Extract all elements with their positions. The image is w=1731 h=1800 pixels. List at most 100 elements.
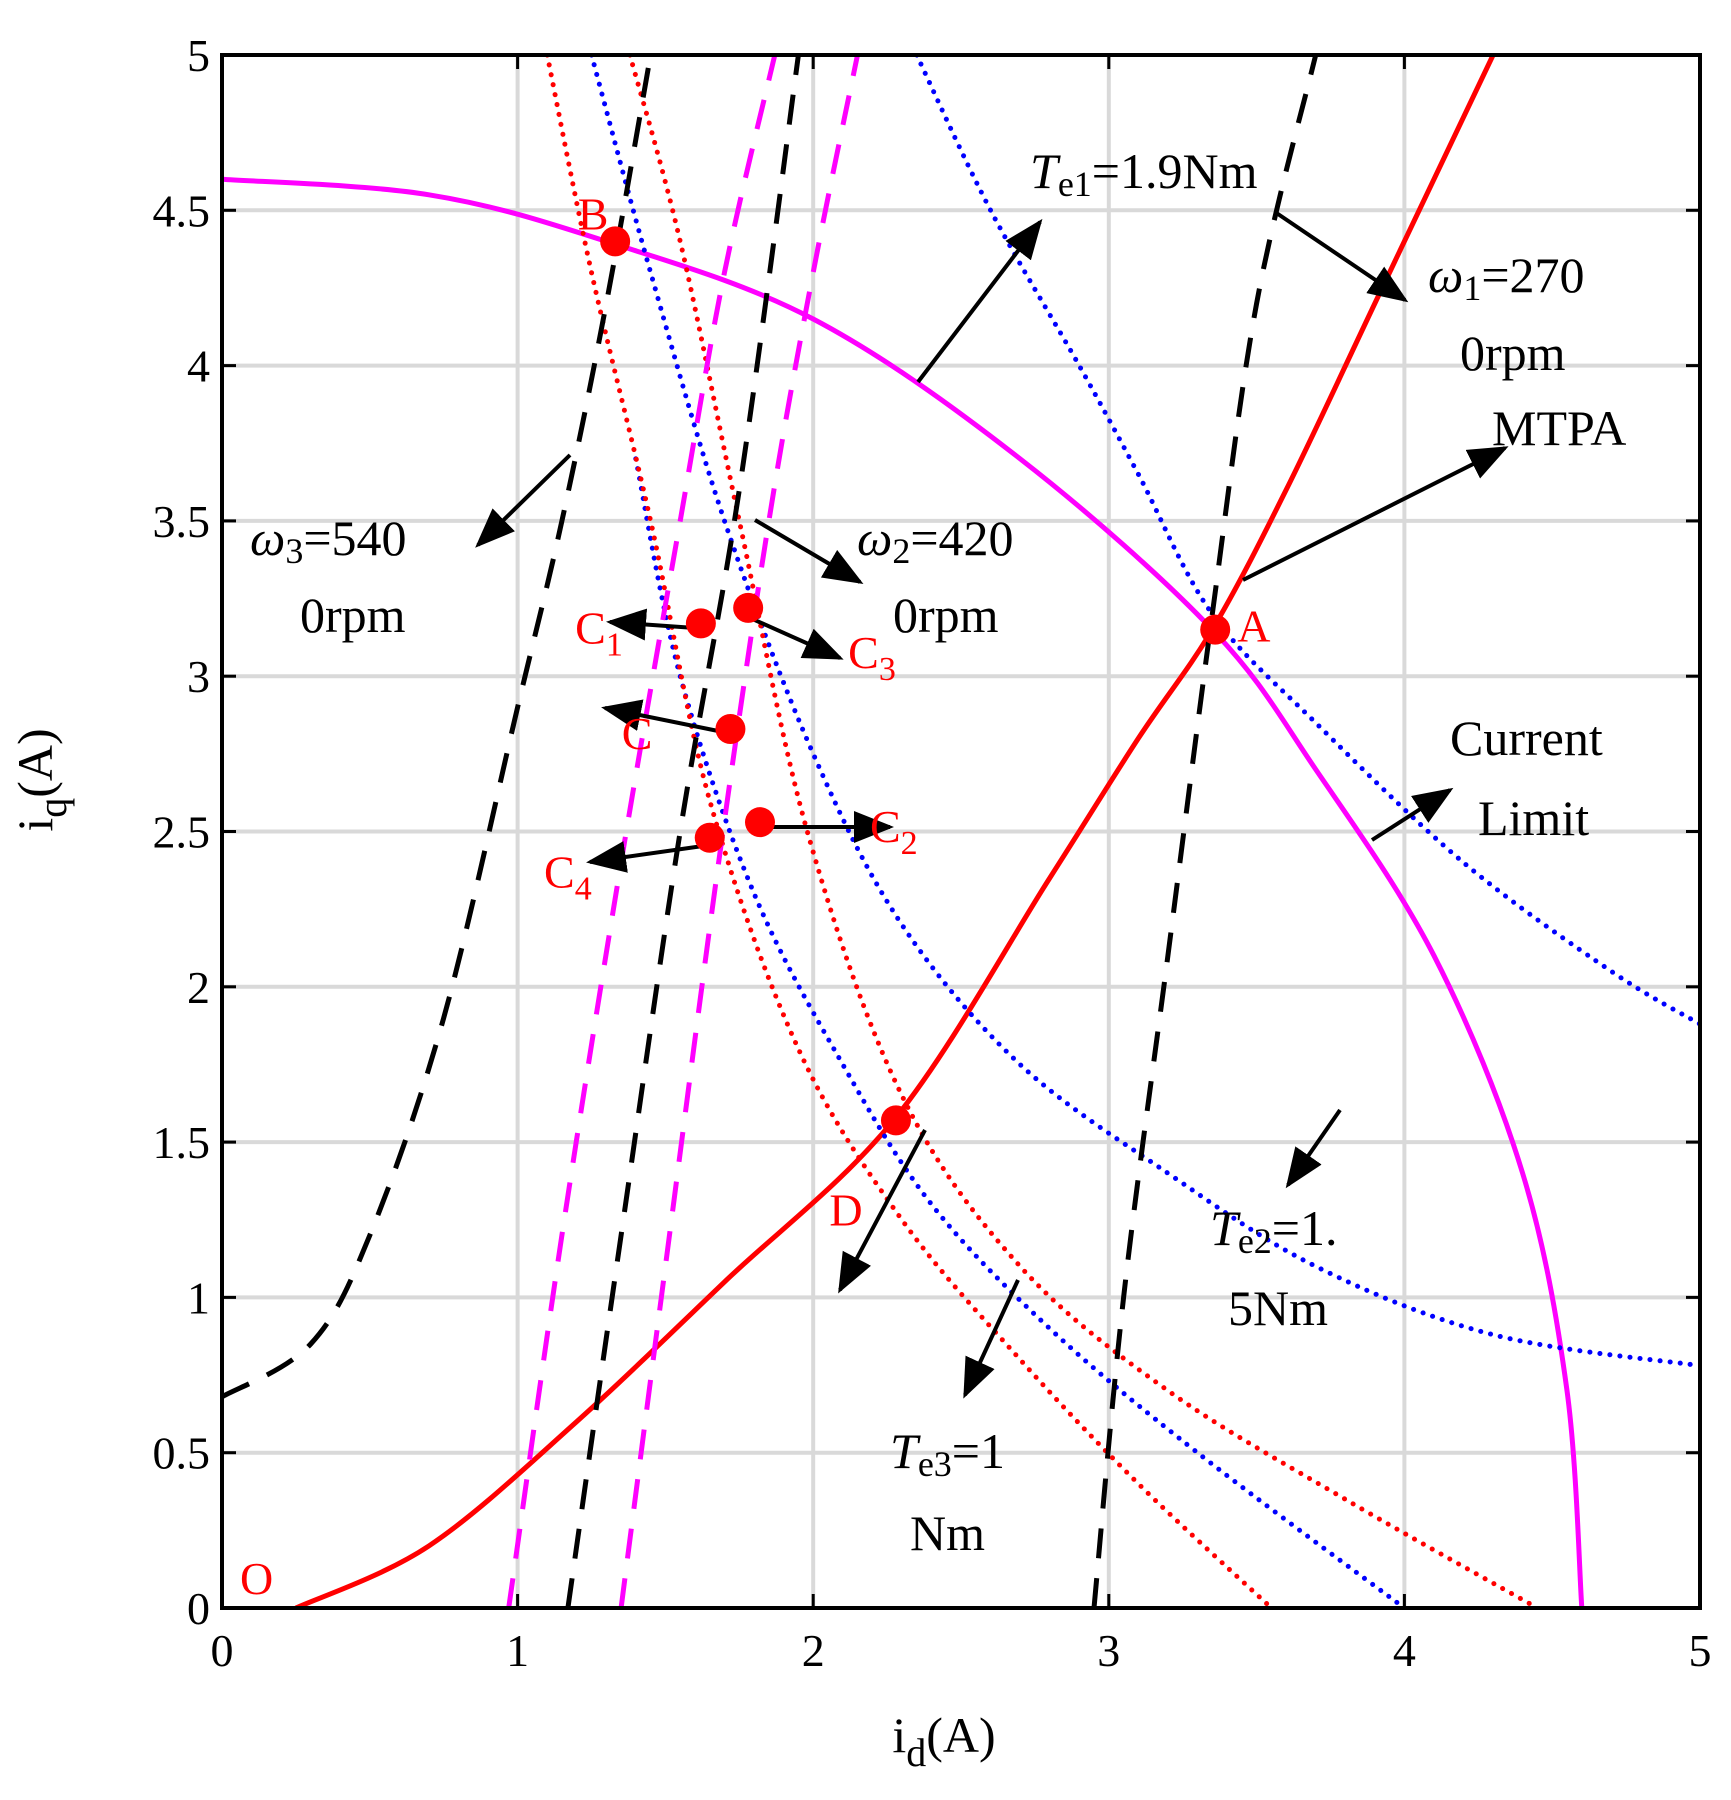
annotation-w3-rest: =540: [303, 510, 406, 566]
x-axis-label-rest: (A): [926, 1707, 995, 1763]
point-label-c1: C1: [575, 602, 623, 663]
y-tick-label: 0.5: [153, 1428, 211, 1479]
x-tick-label: 1: [506, 1625, 529, 1676]
point-label-d: D: [829, 1184, 862, 1235]
annotation-w2: ω2=420: [857, 510, 1014, 571]
point-c1: [685, 608, 716, 639]
series-c3-torque: [627, 55, 1540, 1608]
annotation-arrow: [753, 518, 864, 585]
y-tick-label: 2.5: [153, 807, 211, 858]
y-axis-label-rest: (A): [7, 728, 63, 797]
point-c2: [744, 807, 775, 838]
series-speed-magenta-1: [506, 55, 778, 1608]
annotation-te3-rest: =1: [952, 1423, 1005, 1479]
point-label-main: C: [848, 627, 879, 678]
y-tick-label: 3: [187, 651, 210, 702]
point-label-sub: 2: [901, 825, 918, 862]
x-tick-label: 4: [1393, 1625, 1416, 1676]
point-label-sub: 4: [575, 871, 592, 908]
annotation-te2-sub: e2: [1238, 1221, 1272, 1261]
y-tick-label: 2: [187, 962, 210, 1013]
x-tick-label: 0: [211, 1625, 234, 1676]
point-label-a: A: [1237, 601, 1270, 652]
annotation-w2-rest: =420: [910, 510, 1013, 566]
axis-ticks: 0 1 2 3 4 5 0 0.5 1 1.5 2 2.5 3 3.5 4 4.5 5: [153, 30, 1712, 1676]
annotation-w3-line2: 0rpm: [300, 587, 406, 643]
annotation-arrow: [916, 218, 1043, 384]
series-w3-5400rpm: [222, 55, 654, 1399]
annotation-current-limit-line2: Limit: [1478, 790, 1589, 846]
annotation-arrow: [1273, 210, 1409, 303]
y-tick-label: 4: [187, 341, 210, 392]
x-tick-label: 3: [1097, 1625, 1120, 1676]
x-tick-label: 5: [1689, 1625, 1712, 1676]
series-te3-1nm: [633, 456, 1407, 1608]
annotation-te1-sym: T: [1030, 143, 1061, 199]
y-tick-label: 5: [187, 30, 210, 81]
annotation-arrow: [606, 608, 696, 641]
origin-label: O: [240, 1553, 273, 1604]
x-axis-label-main: i: [892, 1707, 906, 1763]
point-label-b: B: [578, 188, 609, 239]
annotation-w3: ω3=540: [250, 510, 407, 571]
annotation-te1: Te1=1.9Nm: [1030, 143, 1258, 204]
x-axis-label-sub: d: [906, 1730, 926, 1775]
annotation-te3-sym: T: [890, 1423, 921, 1479]
annotation-arrow: [1242, 446, 1509, 582]
annotation-te2-rest: =1.: [1272, 1200, 1338, 1256]
y-tick-label: 0: [187, 1583, 210, 1634]
x-tick-label: 2: [802, 1625, 825, 1676]
point-label-c4: C4: [544, 847, 592, 908]
y-axis-label: iq(A): [7, 728, 75, 831]
annotation-mtpa: MTPA: [1492, 400, 1626, 456]
y-tick-label: 1.5: [153, 1117, 211, 1168]
annotation-te2: Te2=1.: [1210, 1200, 1338, 1261]
series-speed-magenta-2: [618, 55, 860, 1608]
x-axis-label: id(A): [892, 1707, 995, 1775]
annotation-te3: Te3=1: [890, 1423, 1005, 1484]
point-c4: [694, 822, 725, 853]
annotation-arrow: [475, 453, 572, 548]
annotation-w1-rest: =270: [1481, 247, 1584, 303]
annotation-w1-sym: ω: [1428, 247, 1463, 303]
annotation-arrows: [475, 210, 1509, 1399]
annotation-arrow: [1285, 1108, 1342, 1189]
annotation-arrow: [963, 1279, 1020, 1399]
point-label-c: C: [622, 708, 653, 759]
annotation-w3-sym: ω: [250, 510, 285, 566]
y-tick-label: 3.5: [153, 496, 211, 547]
series-current-limit: [222, 176, 1585, 1608]
series-te2-1-5nm: [589, 55, 1700, 1369]
point-label-c2: C2: [870, 801, 918, 862]
annotation-arrow: [601, 699, 729, 735]
annotation-w1-sub: 1: [1463, 268, 1481, 308]
annotation-arrow: [838, 1129, 927, 1294]
point-label-sub: 1: [606, 626, 623, 663]
point-label-c3: C3: [848, 627, 896, 688]
point-label-main: C: [544, 847, 575, 898]
point-label-main: C: [575, 602, 606, 653]
annotation-te1-rest: =1.9Nm: [1092, 143, 1258, 199]
annotation-w2-sym: ω: [857, 510, 892, 566]
annotation-w3-sub: 3: [285, 531, 303, 571]
point-label-main: C: [870, 801, 901, 852]
annotation-arrow: [747, 615, 844, 660]
point-d: [880, 1105, 911, 1136]
series-te1-1-9nm: [914, 55, 1700, 1027]
annotation-arrow: [1370, 787, 1454, 842]
y-axis-label-sub: q: [30, 798, 75, 818]
series-w1-2700rpm: [1091, 55, 1319, 1608]
y-tick-label: 1: [187, 1272, 210, 1323]
point-a: [1200, 614, 1231, 645]
annotation-arrow: [586, 841, 711, 873]
annotation-te3-sub: e3: [918, 1444, 952, 1484]
point-b: [600, 226, 631, 257]
annotation-te3-line2: Nm: [910, 1505, 985, 1561]
annotation-te1-sub: e1: [1058, 164, 1092, 204]
y-axis-label-main: i: [7, 818, 63, 832]
annotation-w2-sub: 2: [892, 531, 910, 571]
point-label-sub: 3: [879, 651, 896, 688]
annotation-te2-sym: T: [1210, 1200, 1241, 1256]
